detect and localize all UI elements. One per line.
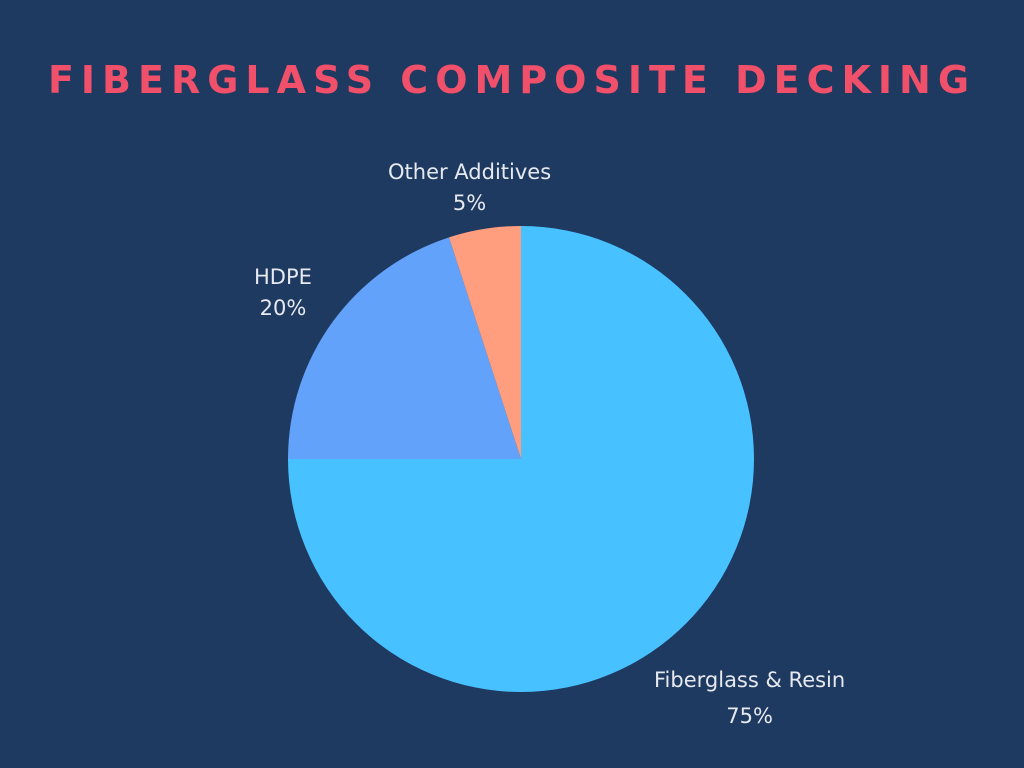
slice-value-other-additives: 5% (452, 191, 487, 215)
slice-category-other-additives: Other Additives (388, 160, 552, 184)
pie-slice-other-additives (449, 226, 521, 459)
slice-value-fiberglass-resin: 75% (726, 704, 773, 728)
slice-category-hdpe: HDPE (254, 265, 312, 289)
chart-title: FIBERGLASS COMPOSITE DECKING (47, 58, 977, 102)
slice-label-hdpe: HDPE 20% (254, 262, 312, 324)
slice-label-fiberglass-resin: Fiberglass & Resin 75% (654, 662, 845, 734)
slice-category-fiberglass-resin: Fiberglass & Resin (654, 668, 846, 692)
pie-slice-hdpe (288, 237, 521, 459)
pie-slices (288, 226, 754, 692)
slice-value-hdpe: 20% (259, 296, 307, 320)
slice-label-other-additives: Other Additives 5% (388, 157, 551, 219)
